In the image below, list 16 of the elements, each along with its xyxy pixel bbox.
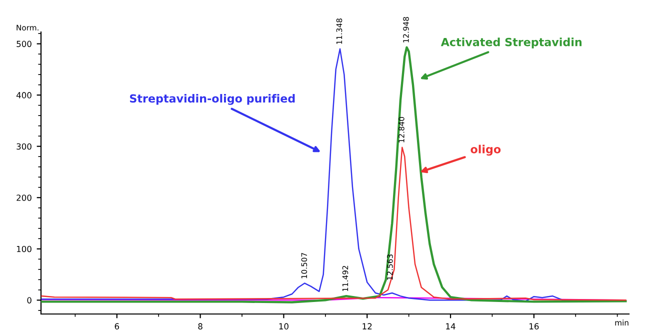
y-tick-label: 100 xyxy=(16,246,32,252)
line-series xyxy=(41,146,626,301)
x-tick-label: 8 xyxy=(198,323,202,330)
y-tick-label: 200 xyxy=(16,194,32,201)
x-tick-label: 6 xyxy=(114,323,120,330)
x-tick-label: 12 xyxy=(362,323,372,330)
y-tick-label: 0 xyxy=(27,297,32,304)
text: Activated Streptavidin xyxy=(440,38,582,48)
y-tick-label: 300 xyxy=(16,143,32,150)
x-tick-label: 16 xyxy=(530,323,539,330)
text: oligo xyxy=(470,144,501,156)
text: Streptavidin-oligo purified xyxy=(130,94,295,105)
y-tick-label: 400 xyxy=(16,92,32,98)
x-tick-label: 10 xyxy=(279,323,288,330)
y-tick-label: 500 xyxy=(16,40,32,48)
x-tick-label: 14 xyxy=(446,323,456,330)
